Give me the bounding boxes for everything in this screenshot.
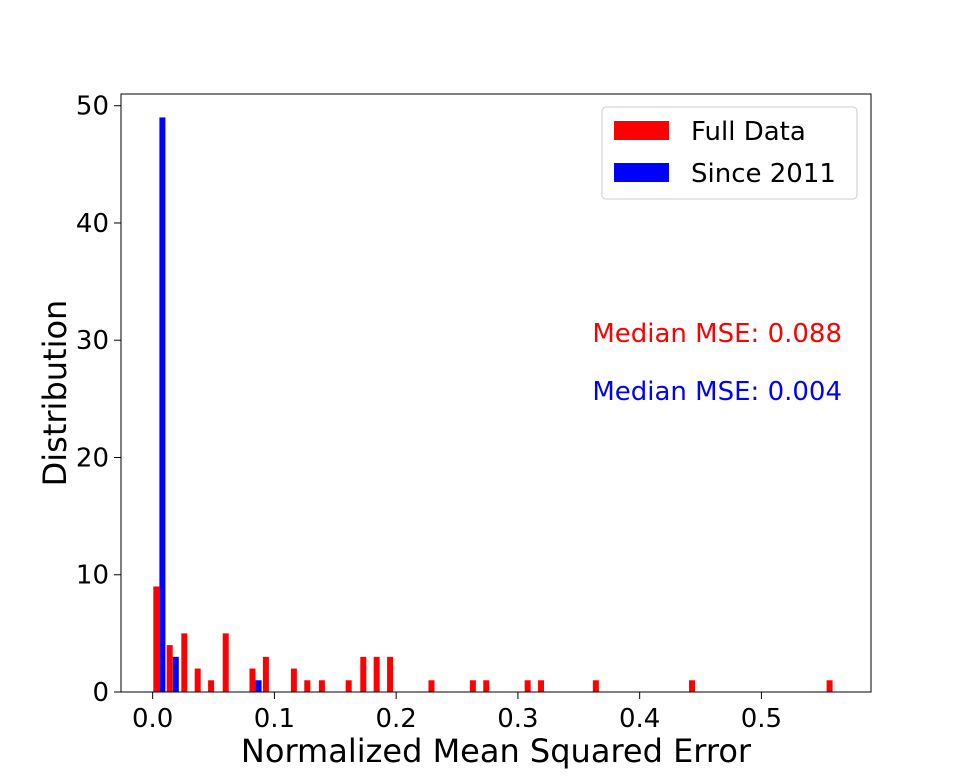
bar-full-data: [826, 680, 833, 692]
bar-full-data: [345, 680, 352, 692]
x-axis-label: Normalized Mean Squared Error: [241, 732, 752, 770]
bar-full-data: [387, 656, 394, 692]
bar-full-data: [249, 668, 256, 692]
legend-label-since-2011: Since 2011: [691, 159, 836, 189]
y-tick-label: 30: [76, 326, 109, 356]
bar-full-data: [483, 680, 490, 692]
bar-full-data: [194, 668, 201, 692]
legend: Full Data Since 2011: [601, 106, 858, 200]
bar-full-data: [153, 586, 160, 692]
bar-since-2011: [172, 656, 179, 692]
x-axis: 0.0 0.1 0.2 0.3 0.4 0.5: [132, 692, 782, 734]
bar-full-data: [469, 680, 476, 692]
y-tick-label: 50: [76, 92, 109, 122]
bar-full-data: [538, 680, 545, 692]
y-axis: 0 10 20 30 40 50: [76, 92, 121, 708]
y-tick-label: 0: [92, 678, 109, 708]
bar-full-data: [208, 680, 215, 692]
x-tick-label: 0.3: [497, 704, 538, 734]
bar-full-data: [304, 680, 311, 692]
x-tick-label: 0.4: [619, 704, 660, 734]
bar-full-data: [689, 680, 696, 692]
x-tick-label: 0.0: [132, 704, 173, 734]
plot-frame: [120, 93, 872, 693]
legend-swatch-since-2011: [614, 163, 669, 182]
bar-full-data: [318, 680, 325, 692]
x-tick-label: 0.5: [741, 704, 782, 734]
median-mse-since-annotation: Median MSE: 0.004: [592, 377, 842, 407]
bar-since-2011: [255, 680, 262, 692]
x-tick-label: 0.2: [375, 704, 416, 734]
median-mse-full-annotation: Median MSE: 0.088: [592, 319, 842, 349]
bar-full-data: [262, 656, 269, 692]
y-tick-label: 20: [76, 443, 109, 473]
x-tick-label: 0.1: [254, 704, 295, 734]
bars-layer: [153, 117, 833, 692]
bar-full-data: [290, 668, 297, 692]
bar-full-data: [592, 680, 599, 692]
bar-full-data: [181, 633, 188, 692]
y-tick-label: 40: [76, 209, 109, 239]
bar-full-data: [360, 656, 367, 692]
bar-full-data: [524, 680, 531, 692]
y-tick-label: 10: [76, 561, 109, 591]
bar-full-data: [373, 656, 380, 692]
bar-full-data: [428, 680, 435, 692]
y-axis-label: Distribution: [36, 300, 74, 487]
legend-swatch-full-data: [614, 121, 669, 140]
bar-since-2011: [159, 117, 166, 692]
bar-full-data: [222, 633, 229, 692]
bar-full-data: [166, 645, 173, 692]
legend-label-full-data: Full Data: [691, 117, 806, 147]
